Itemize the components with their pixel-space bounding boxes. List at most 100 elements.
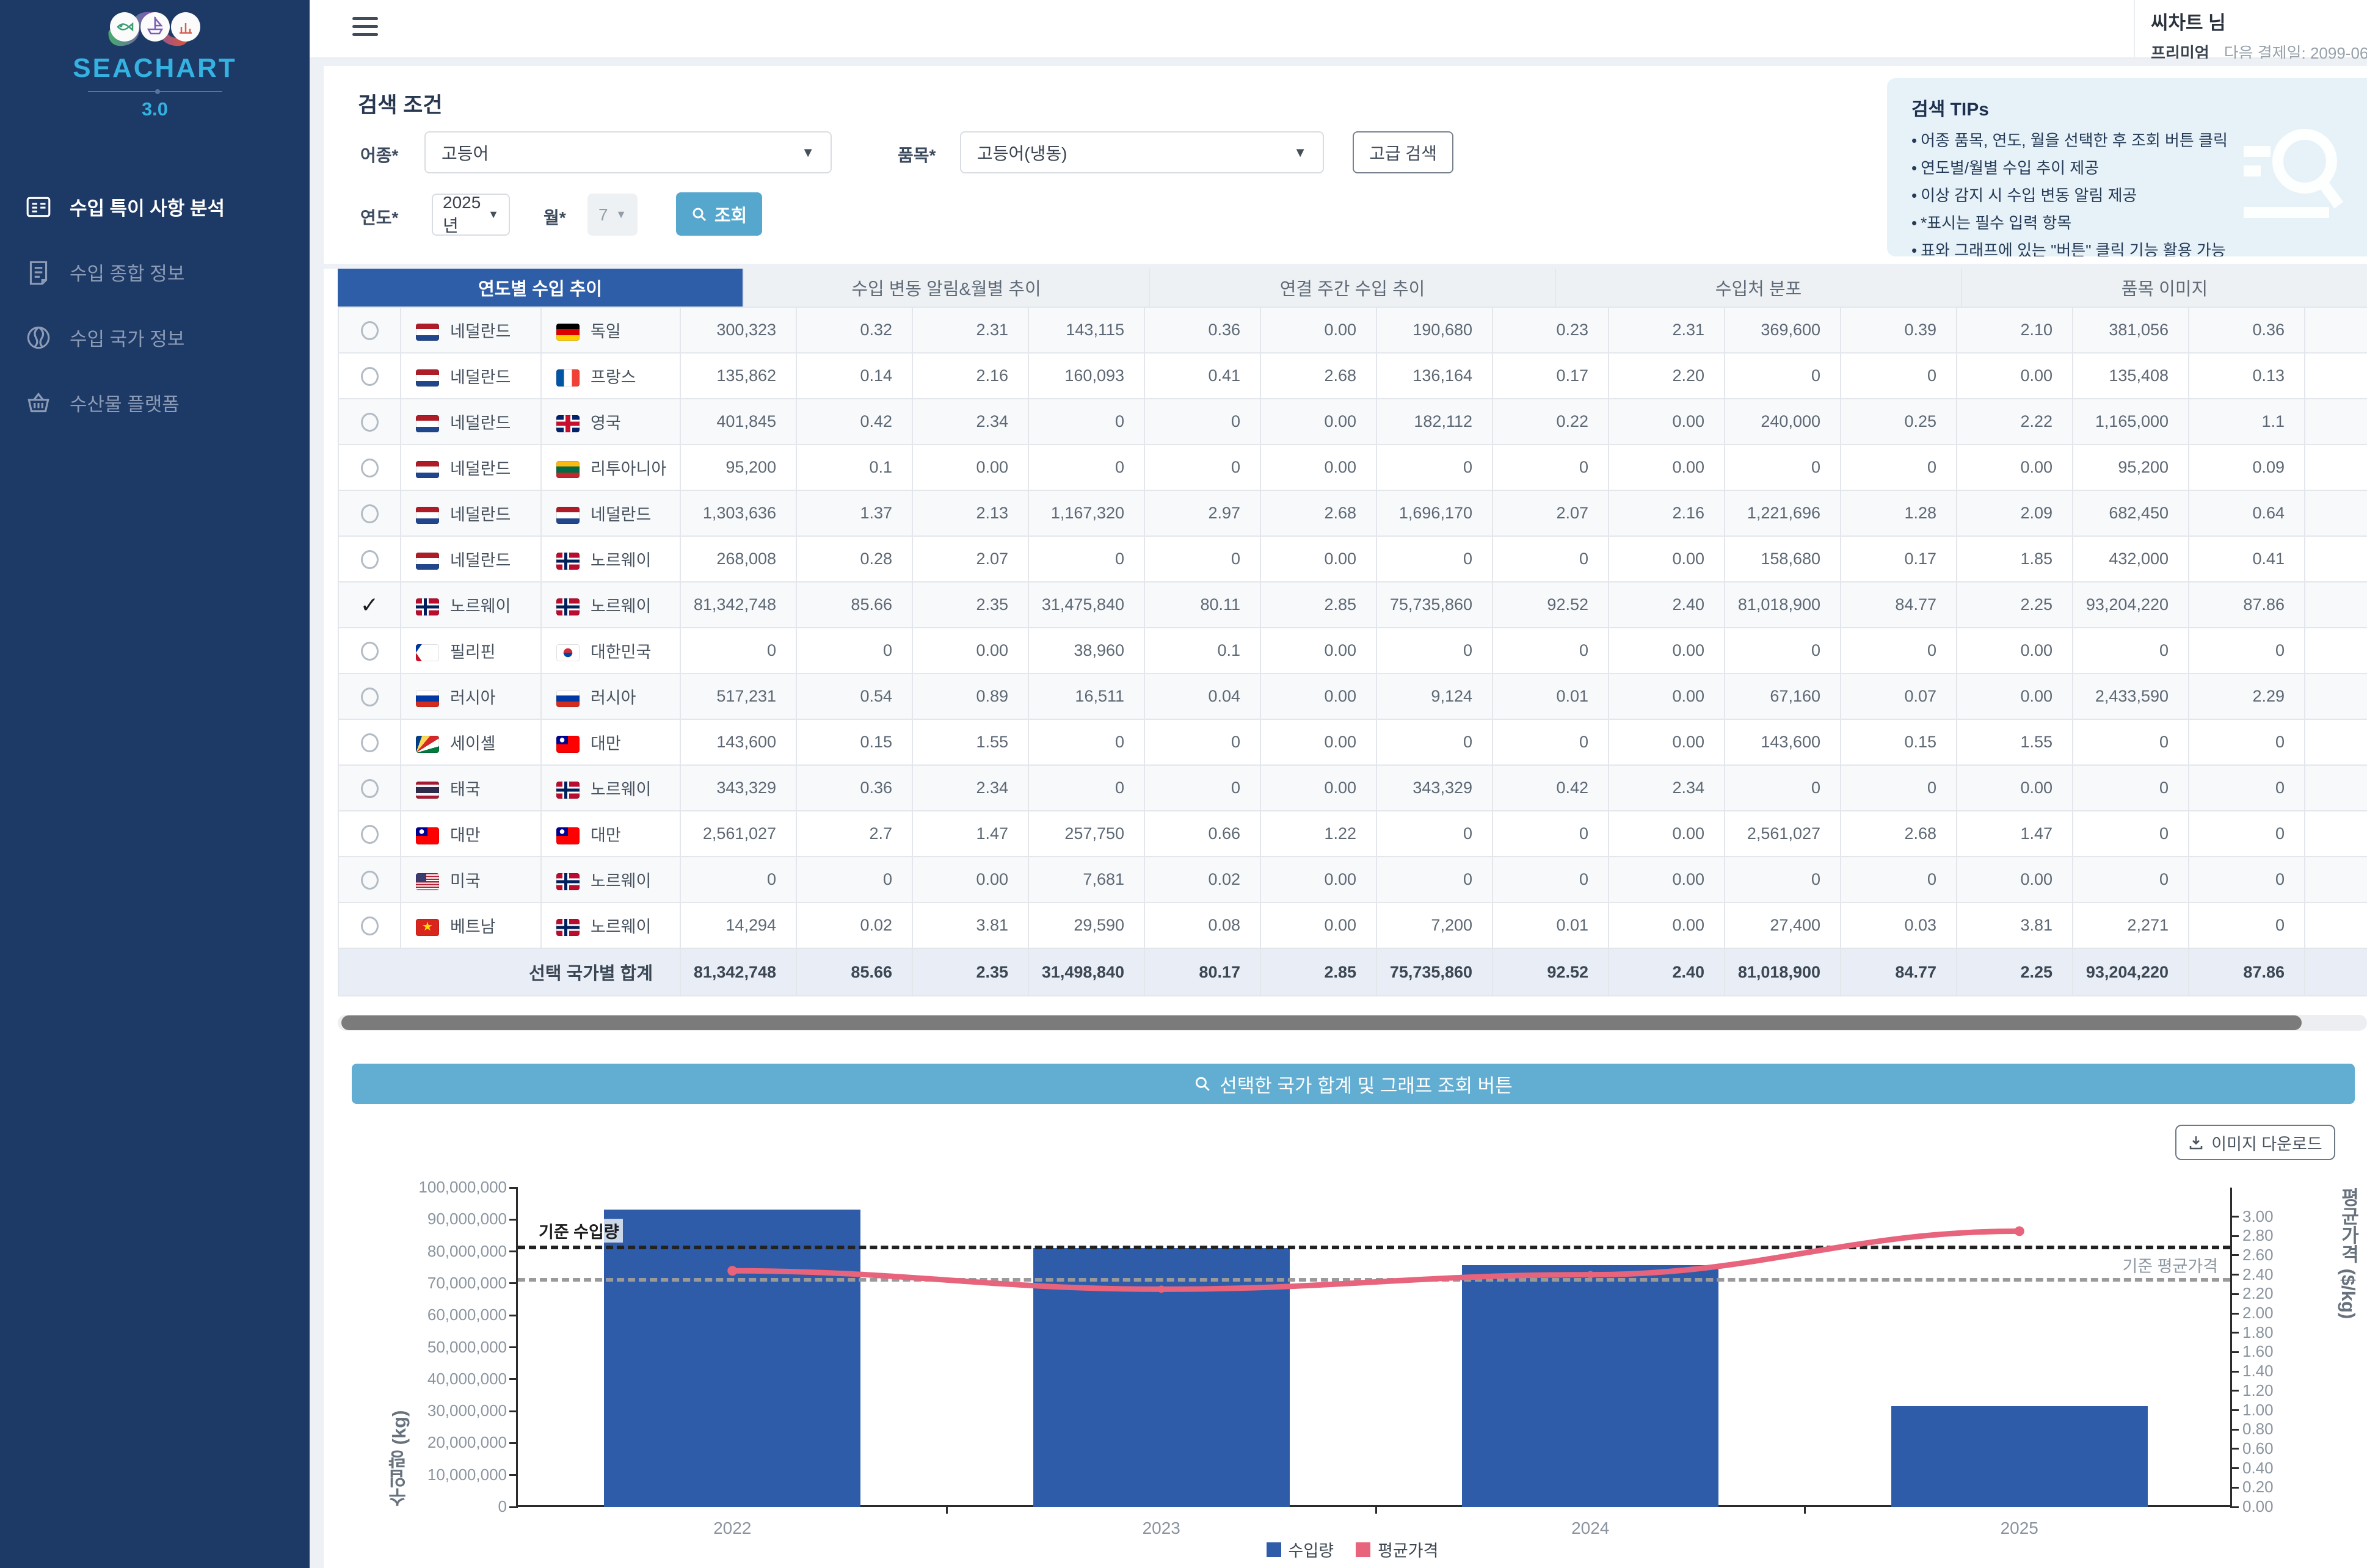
cell-value: 2.34: [912, 765, 1028, 811]
cell-value: 240,000: [1725, 399, 1841, 445]
legend-item-average-price[interactable]: 평균가격: [1356, 1537, 1438, 1561]
search-tips-panel: 검색 TIPs 어종 품목, 연도, 월을 선택한 후 조회 버튼 클릭 연도별…: [1887, 78, 2367, 256]
horizontal-scrollbar-thumb[interactable]: [341, 1015, 2302, 1030]
row-checkbox-cell[interactable]: [338, 353, 401, 399]
row-checkbox[interactable]: [361, 779, 379, 798]
origin-country-name: 네덜란드: [450, 414, 511, 432]
cell-value: 1.55: [912, 719, 1028, 765]
row-checkbox-cell[interactable]: [338, 857, 401, 902]
sidebar-item-seafood-platform[interactable]: 수산물 플랫폼: [0, 370, 310, 435]
table-row: 네덜란드 리투아니아 95,200 0.1 0.00 0 0 0.00 0 0 …: [338, 445, 2367, 490]
row-checkbox[interactable]: [361, 321, 379, 340]
row-checkbox[interactable]: [361, 733, 379, 752]
tab-linked-weekly-import-trend[interactable]: 연결 주간 수입 추이: [1150, 269, 1556, 307]
cell-value: 0.00: [1260, 765, 1376, 811]
row-checkbox[interactable]: [361, 459, 379, 477]
row-checkbox-cell[interactable]: [338, 445, 401, 490]
horizontal-scrollbar-track[interactable]: [338, 1015, 2367, 1031]
selected-countries-graph-button[interactable]: 선택한 국가 합계 및 그래프 조회 버튼: [352, 1064, 2355, 1104]
row-checkbox-cell[interactable]: [338, 719, 401, 765]
legend-item-import-volume[interactable]: 수입량: [1267, 1537, 1334, 1561]
row-checkbox-cell[interactable]: [338, 582, 401, 628]
tab-import-alert-monthly-trend[interactable]: 수입 변동 알림&월별 추이: [744, 269, 1150, 307]
row-checkbox-cell[interactable]: [338, 902, 401, 948]
row-checkbox[interactable]: [361, 504, 379, 523]
tab-yearly-import-trend[interactable]: 연도별 수입 추이: [338, 269, 744, 307]
cell-value: [2305, 673, 2367, 719]
tab-importer-distribution[interactable]: 수입처 분포: [1556, 269, 1962, 307]
row-checkbox[interactable]: [361, 916, 379, 935]
cell-value: 0: [796, 628, 912, 673]
cell-value: 0.32: [796, 307, 912, 353]
row-checkbox-cell[interactable]: [338, 765, 401, 811]
row-checkbox-cell[interactable]: [338, 811, 401, 857]
cell-value: 0.00: [912, 628, 1028, 673]
row-checkbox[interactable]: [361, 688, 379, 706]
search-submit-button[interactable]: 조회: [676, 192, 762, 236]
advanced-search-button[interactable]: 고급 검색: [1353, 131, 1453, 173]
row-checkbox[interactable]: [361, 642, 379, 661]
origin-flag-icon: [416, 415, 439, 432]
origin-country-cell: 네덜란드: [401, 399, 541, 445]
export-country-cell: 독일: [541, 307, 680, 353]
sidebar-item-import-summary-info[interactable]: 수입 종합 정보: [0, 239, 310, 305]
cell-value: 1.22: [1260, 811, 1376, 857]
cell-value: 0: [1028, 536, 1144, 582]
cell-value: 2.31: [1609, 307, 1725, 353]
species-select[interactable]: 고등어 ▼: [424, 131, 832, 173]
row-checkbox-cell[interactable]: [338, 490, 401, 536]
image-download-button[interactable]: 이미지 다운로드: [2175, 1125, 2335, 1160]
hamburger-menu-icon[interactable]: [352, 17, 378, 40]
row-checkbox-cell[interactable]: [338, 307, 401, 353]
cell-value: 0.00: [1260, 307, 1376, 353]
row-checkbox-cell[interactable]: [338, 399, 401, 445]
cell-value: 0: [1028, 445, 1144, 490]
year-select[interactable]: 2025년 ▼: [432, 194, 510, 236]
cell-value: [2305, 307, 2367, 353]
summary-value: 2.85: [1260, 948, 1376, 996]
cell-value: 0: [1144, 399, 1260, 445]
cell-value: 0.00: [1260, 536, 1376, 582]
cell-value: 0.66: [1144, 811, 1260, 857]
cell-value: 0.36: [796, 765, 912, 811]
row-checkbox[interactable]: [361, 413, 379, 432]
export-flag-icon: [556, 644, 580, 661]
month-select[interactable]: 7 ▼: [587, 194, 638, 236]
row-checkbox[interactable]: [360, 592, 379, 618]
cell-value: 0.00: [1609, 399, 1725, 445]
cell-value: 95,200: [680, 445, 796, 490]
cell-value: 0.00: [1260, 673, 1376, 719]
cell-value: 0.41: [1144, 353, 1260, 399]
table-row: 미국 노르웨이 0 0 0.00 7,681 0.02 0.00 0 0 0.0…: [338, 857, 2367, 902]
tip-item: 어종 품목, 연도, 월을 선택한 후 조회 버튼 클릭: [1911, 127, 2228, 154]
export-country-name: 대만: [591, 735, 621, 753]
user-info[interactable]: 씨차트 님 프리미엄다음 결제일: 2099-06-21: [2134, 0, 2367, 59]
cell-value: 93,204,220: [2073, 582, 2189, 628]
sidebar-menu: 수입 특이 사항 분석 수입 종합 정보 수입 국가 정보 수산물 플랫폼: [0, 174, 310, 435]
export-flag-icon: [556, 919, 580, 936]
sidebar-item-label: 수산물 플랫폼: [70, 389, 180, 416]
tab-item-image[interactable]: 품목 이미지: [1962, 269, 2367, 307]
row-checkbox[interactable]: [361, 825, 379, 844]
origin-country-name: 대만: [450, 826, 481, 844]
cell-value: 2,271: [2073, 902, 2189, 948]
summary-row: 선택 국가별 합계 81,342,748 85.66 2.35 31,498,8…: [338, 948, 2367, 996]
origin-country-cell: 필리핀: [401, 628, 541, 673]
cell-value: 0.39: [1841, 307, 1957, 353]
cell-value: 0.14: [796, 353, 912, 399]
export-country-name: 노르웨이: [591, 780, 651, 799]
row-checkbox-cell[interactable]: [338, 628, 401, 673]
cell-value: 1.47: [1957, 811, 2073, 857]
row-checkbox[interactable]: [361, 550, 379, 569]
origin-country-cell: 네덜란드: [401, 307, 541, 353]
row-checkbox[interactable]: [361, 871, 379, 890]
export-country-cell: 노르웨이: [541, 902, 680, 948]
cell-value: 0: [2189, 811, 2305, 857]
sidebar-item-import-country-info[interactable]: 수입 국가 정보: [0, 305, 310, 370]
row-checkbox[interactable]: [361, 367, 379, 386]
origin-flag-icon: [416, 782, 439, 799]
row-checkbox-cell[interactable]: [338, 673, 401, 719]
item-select[interactable]: 고등어(냉동) ▼: [960, 131, 1324, 173]
row-checkbox-cell[interactable]: [338, 536, 401, 582]
sidebar-item-import-anomaly-analysis[interactable]: 수입 특이 사항 분석: [0, 174, 310, 239]
